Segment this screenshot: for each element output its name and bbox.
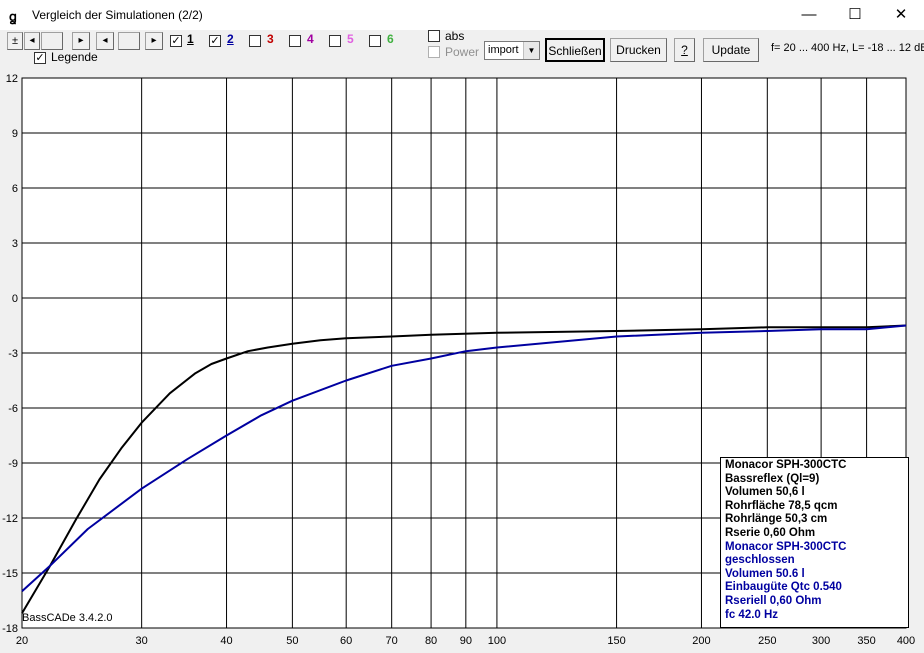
x-tick-label: 30	[136, 635, 148, 647]
sim3-checkbox[interactable]	[249, 35, 261, 47]
sim3-label: 3	[267, 32, 274, 46]
series-line-1	[21, 324, 907, 614]
sim4-checkbox[interactable]	[289, 35, 301, 47]
legend-series2-line1: Monacor SPH-300CTC	[725, 540, 847, 553]
import-select-value: import	[488, 44, 519, 56]
legend-series2-line3: Volumen 50.6 l	[725, 567, 805, 580]
nav-last-button[interactable]: ▸	[145, 32, 163, 50]
x-tick-label: 200	[692, 635, 710, 647]
watermark: BassCADe 3.4.2.0	[22, 612, 113, 624]
x-tick-label: 60	[340, 635, 352, 647]
y-tick-label: 3	[12, 238, 18, 250]
sim2-label: 2	[227, 32, 234, 46]
x-tick-label: 350	[857, 635, 875, 647]
legend-series2-line4: Einbaugüte Qtc 0.540	[725, 581, 842, 594]
help-button[interactable]: ?	[674, 38, 695, 62]
legend-checkbox[interactable]: ✓	[34, 52, 46, 64]
x-tick-label: 300	[812, 635, 830, 647]
power-label: Power	[445, 45, 480, 59]
app-icon: ꬶ	[9, 9, 17, 24]
sim5-checkbox[interactable]	[329, 35, 341, 47]
legend-series1-line3: Volumen 50,6 l	[725, 486, 805, 499]
y-tick-label: 0	[12, 293, 18, 305]
close-button[interactable]: Schließen	[545, 38, 605, 62]
minimize-button[interactable]: —	[801, 6, 817, 23]
legend-series1-line2: Bassreflex (Ql=9)	[725, 472, 820, 485]
nav-next-button[interactable]: ◂	[96, 32, 114, 50]
legend-series1-line6: Rserie 0,60 Ohm	[725, 526, 816, 539]
x-tick-label: 100	[488, 635, 506, 647]
abs-label: abs	[445, 29, 465, 43]
x-tick-label: 150	[607, 635, 625, 647]
y-tick-label: 9	[12, 128, 18, 140]
range-info: f= 20 ... 400 Hz, L= -18 ... 12 dB	[771, 42, 924, 54]
x-tick-label: 400	[897, 635, 915, 647]
sim6-checkbox[interactable]	[369, 35, 381, 47]
nav-step-button[interactable]	[41, 32, 63, 50]
y-tick-label: 6	[12, 183, 18, 195]
sim1-label: 1	[187, 32, 194, 46]
sim4-label: 4	[307, 32, 314, 46]
legend-series2-line5: Rseriell 0,60 Ohm	[725, 594, 822, 607]
x-tick-label: 20	[16, 635, 28, 647]
close-window-button[interactable]: ✕	[894, 6, 908, 23]
maximize-button[interactable]: ☐	[848, 6, 862, 23]
print-button[interactable]: Drucken	[610, 38, 667, 62]
legend-label: Legende	[51, 50, 98, 64]
abs-checkbox[interactable]	[428, 30, 440, 42]
y-tick-label: -12	[2, 513, 18, 525]
x-tick-label: 90	[460, 635, 472, 647]
x-tick-label: 40	[220, 635, 232, 647]
legend-series1-line1: Monacor SPH-300CTC	[725, 459, 847, 471]
legend-series1-line5: Rohrlänge 50,3 cm	[725, 513, 828, 526]
toolbar: ± ◂ ▸ ◂ ▸ ✓ 1 ✓ 2 3 4 5 6 ✓ Legende abs …	[0, 29, 924, 70]
y-tick-label: 12	[6, 73, 18, 85]
import-select[interactable]: import ▼	[484, 41, 540, 60]
y-tick-label: -3	[8, 348, 18, 360]
x-tick-label: 250	[758, 635, 776, 647]
nav-step2-button[interactable]	[118, 32, 140, 50]
x-tick-label: 80	[425, 635, 437, 647]
chart-area: 20 30 40 50 60 70 80 90 100 150 200 250 300 350 400 12 9…	[0, 70, 924, 650]
sim1-checkbox[interactable]: ✓	[170, 35, 182, 47]
sim2-checkbox[interactable]: ✓	[209, 35, 221, 47]
series-line-2	[21, 324, 907, 593]
power-checkbox[interactable]	[428, 46, 440, 58]
chevron-down-icon: ▼	[523, 42, 539, 59]
legend-box: Monacor SPH-300CTC Bassreflex (Ql=9) Vol…	[720, 457, 909, 628]
nav-first-button[interactable]: ◂	[24, 32, 40, 50]
nav-prev-button[interactable]: ▸	[72, 32, 90, 50]
sim6-label: 6	[387, 32, 394, 46]
title-bar: ꬶ Vergleich der Simulationen (2/2) — ☐ ✕	[0, 0, 924, 30]
legend-series2-line2: geschlossen	[725, 554, 795, 567]
x-tick-label: 50	[286, 635, 298, 647]
update-button[interactable]: Update	[703, 38, 759, 62]
window-title: Vergleich der Simulationen (2/2)	[32, 8, 203, 22]
sim5-label: 5	[347, 32, 354, 46]
y-tick-label: -18	[2, 623, 18, 635]
legend-series1-line4: Rohrfläche 78,5 qcm	[725, 499, 838, 512]
plusminus-button[interactable]: ±	[7, 32, 23, 50]
x-tick-label: 70	[386, 635, 398, 647]
y-tick-label: -15	[2, 568, 18, 580]
y-tick-label: -6	[8, 403, 18, 415]
legend-series2-line6: fc 42.0 Hz	[725, 608, 779, 621]
y-tick-label: -9	[8, 458, 18, 470]
